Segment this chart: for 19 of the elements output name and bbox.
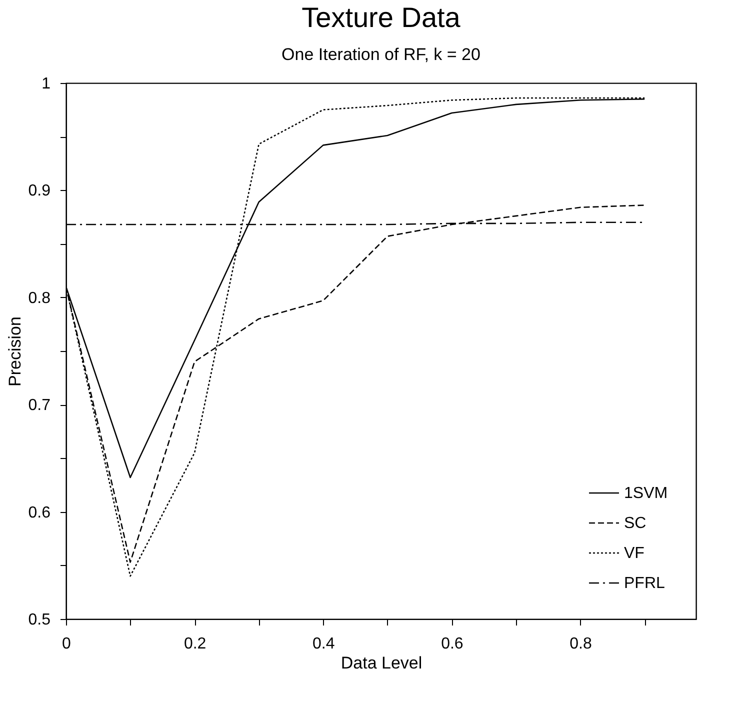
legend-label: VF [624, 545, 645, 562]
chart-title: Texture Data [302, 2, 461, 33]
y-tick-label: 0.9 [28, 182, 51, 200]
x-tick-label: 0.2 [184, 636, 206, 652]
y-axis-title: Precision [5, 316, 24, 386]
chart-subtitle: One Iteration of RF, k = 20 [282, 45, 480, 64]
x-tick-label: 0.6 [441, 636, 464, 652]
legend-label: 1SVM [624, 485, 668, 502]
y-tick-label: 0.8 [28, 290, 51, 307]
legend-label: SC [624, 515, 646, 532]
x-tick-label: 0.8 [570, 636, 592, 652]
x-tick-label: 0.4 [312, 636, 335, 652]
y-tick-label: 0.6 [28, 504, 51, 522]
legend-label: PFRL [624, 575, 665, 592]
x-tick-label: 0 [62, 636, 72, 652]
y-tick-label: 1 [42, 76, 51, 92]
y-tick-label: 0.5 [28, 612, 51, 628]
y-tick-label: 0.7 [28, 397, 51, 414]
x-axis-title: Data Level [340, 654, 422, 672]
